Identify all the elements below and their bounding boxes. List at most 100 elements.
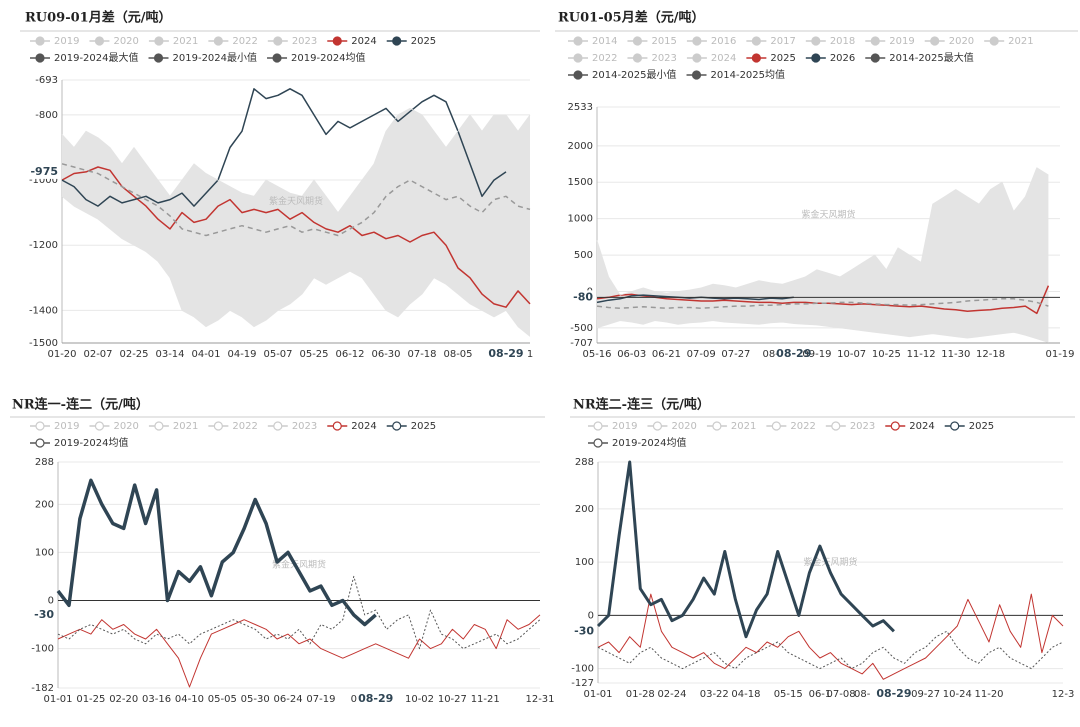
legend-label: 2024 [711,53,736,64]
x-tick-label: 07-19 [306,694,335,705]
series-line [596,298,1049,310]
y-tick-label: -500 [570,323,593,334]
x-tick-label: 11-12 [907,349,936,360]
legend-marker [573,53,583,63]
series-line [597,630,1064,670]
y-tick-label: -693 [35,75,58,86]
x-tick-label: 03-22 [700,689,729,700]
current-date: 08-29 [876,687,911,700]
legend-marker [989,36,999,46]
x-tick-label: 01-19 [1045,349,1074,360]
x-tick-label: 01-20 [47,349,76,360]
x-tick-label: 06-30 [371,349,400,360]
y-tick-label: 500 [574,250,593,261]
series-line [61,166,531,308]
pointer-bg [28,164,60,179]
legend-marker [890,421,900,431]
x-tick-label: 05-30 [241,694,270,705]
x-tick-label: 03-16 [142,694,171,705]
legend-label: 2021 [731,421,756,432]
x-tick-label: 08- [762,349,779,360]
x-tick-label: 12-18 [976,349,1005,360]
legend-marker [154,421,164,431]
x-tick-label: 06-21 [652,349,681,360]
chart-title: RU09-01月差（元/吨） [25,10,171,26]
chart-title: RU01-05月差（元/吨） [558,10,704,26]
legend-label: 2024 [909,421,934,432]
x-tick-label: 05-25 [299,349,328,360]
legend-label: 2016 [711,36,736,47]
y-tick-label: 288 [575,457,594,468]
x-tick-label: 07-08 [827,689,856,700]
legend-marker [751,36,761,46]
watermark: 紫金天风期货 [272,559,326,571]
x-tick-label: 06-03 [617,349,646,360]
legend-label: 2015 [651,36,676,47]
legend-label: 2014-2025最大值 [889,51,974,64]
y-tick-label: 100 [575,557,594,568]
x-tick-label: 07-09 [687,349,716,360]
legend-marker [35,438,45,448]
pointer-label: -30 [574,624,594,637]
legend-label: 2020 [113,421,138,432]
x-tick-label: 05-16 [582,349,611,360]
x-tick-label: 05-05 [208,694,237,705]
x-tick-label: 04-19 [227,349,256,360]
legend-marker [213,36,223,46]
pointer-label: -975 [30,165,58,178]
x-tick-label: 07-18 [407,349,436,360]
legend-marker [273,421,283,431]
x-tick-label: 0 [351,694,357,705]
y-tick-label: 1500 [568,177,593,188]
pointer-label: -80 [573,290,593,303]
pointer-bg [564,624,596,639]
x-tick-label: 02-07 [83,349,112,360]
series-line [56,478,377,627]
y-tick-label: 2533 [568,102,593,113]
legend-marker [652,421,663,431]
y-tick-label: 288 [35,457,54,468]
legend-marker [870,36,880,46]
y-tick-label: 200 [35,499,54,510]
watermark: 紫金天风期货 [801,209,855,221]
legend-label: 2018 [830,36,855,47]
current-date: 08-29 [776,347,811,360]
legend-label: 2020 [671,421,696,432]
legend-label: 2021 [173,36,198,47]
y-tick-label: -1200 [29,240,58,251]
legend-label: 2019 [54,36,79,47]
current-date: 08-29 [358,692,393,705]
series-line [57,575,541,650]
legend-marker [573,70,583,80]
series-line [61,163,531,237]
legend-label: 2020 [113,36,138,47]
legend-label: 2023 [292,421,317,432]
legend-label: 2019 [889,36,914,47]
legend-label: 2021 [173,421,198,432]
y-tick-label: -707 [570,338,593,349]
legend-label: 2025 [411,421,436,432]
y-tick-label: -1000 [29,175,58,186]
y-tick-label: 0 [588,610,594,621]
legend-label: 2025 [770,53,795,64]
y-tick-label: 200 [575,504,594,515]
legend-label: 2024 [351,36,376,47]
legend-marker [831,421,841,431]
watermark: 紫金天风期货 [803,556,857,568]
y-tick-label: -1400 [29,305,58,316]
x-tick-label: 08- [854,689,871,700]
x-tick-label: 04-01 [191,349,220,360]
legend-marker [691,70,702,80]
x-tick-label: 01-01 [583,689,612,700]
x-tick-label: 10-24 [943,689,972,700]
x-tick-label: 06-1 [809,689,832,700]
x-tick-label: 03-14 [155,349,184,360]
x-tick-label: 10-07 [837,349,866,360]
legend-label: 2023 [651,53,676,64]
x-tick-label: 01-01 [43,694,72,705]
x-tick-label: 10-27 [438,694,467,705]
legend-label: 2014 [592,36,617,47]
watermark: 紫金天风期货 [269,195,323,207]
legend-label: 2025 [411,36,436,47]
